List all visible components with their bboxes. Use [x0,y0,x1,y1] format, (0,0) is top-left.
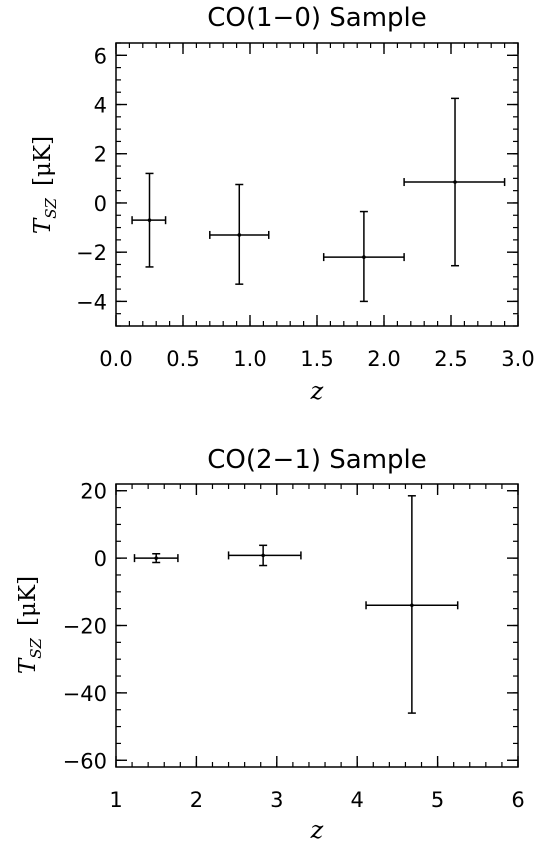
x-tick-label: 6 [511,788,524,812]
y-tick-label: −20 [63,615,107,639]
y-tick-label: 0 [94,547,107,571]
x-tick-label: 5 [431,788,444,812]
x-tick-labels: 1 2 3 4 5 6 [109,788,524,812]
chart-title: CO(1−0) Sample [207,3,427,33]
plot-frame [115,483,519,768]
point-marker [362,255,366,259]
x-axis-label: z [310,816,324,844]
x-tick-label: 1 [109,788,122,812]
x-tick-label: 0.5 [166,347,199,371]
data-point [365,495,459,714]
x-tick-labels: 0.0 0.5 1.0 1.5 2.0 2.5 3.0 [99,347,534,371]
x-tick-label: 1.0 [233,347,266,371]
y-tick-label: −2 [76,241,107,265]
data-points [133,495,459,714]
y-tick-label: −40 [63,682,107,706]
x-tick-label: 2.5 [434,347,467,371]
data-point [403,97,506,267]
data-points [131,97,506,303]
y-tick-labels: −60 −40 −20 0 20 [63,480,107,774]
plot-frame [115,42,519,327]
data-point [133,552,179,564]
point-marker [237,233,242,237]
x-tick-label: 3.0 [501,347,534,371]
point-marker [261,553,265,558]
y-axis-symbol: T [30,217,56,234]
y-axis-label: TSZ [μK] [30,136,60,234]
y-tick-label: −60 [63,749,107,773]
point-marker [147,218,152,222]
x-axis-label: z [310,377,324,405]
point-marker [453,180,457,184]
y-tick-label: 0 [94,192,107,216]
data-point [131,172,167,268]
data-point [322,210,405,303]
y-axis-unit: [μK] [30,136,56,186]
data-point [227,544,302,567]
data-point [209,183,270,285]
tick-marks [115,42,519,327]
point-marker [154,556,158,560]
x-tick-label: 0.0 [99,347,132,371]
y-axis-unit: [μK] [15,576,41,626]
point-marker [410,603,414,608]
x-tick-label: 3 [270,788,283,812]
chart-panel-co10: CO(1−0) Sample 0.0 0.5 1.0 1.5 2.0 2.5 3… [30,3,535,405]
x-tick-label: 2.0 [367,347,400,371]
x-tick-label: 4 [351,788,364,812]
y-tick-label: 4 [94,94,107,118]
y-axis-symbol: T [15,657,41,674]
tick-marks [115,484,519,767]
y-tick-labels: −4 −2 0 2 4 6 [76,44,107,314]
y-axis-subscript: SZ [42,197,60,218]
y-tick-label: 2 [94,143,107,167]
x-tick-label: 2 [190,788,203,812]
chart-panel-co21: CO(2−1) Sample 1 2 3 4 5 6 −60 −40 −20 0… [15,445,525,844]
y-axis-label: TSZ [μK] [15,576,45,674]
x-tick-label: 1.5 [300,347,333,371]
y-axis-subscript: SZ [27,637,45,658]
y-tick-label: −4 [76,290,107,314]
y-tick-label: 6 [94,44,107,68]
chart-title: CO(2−1) Sample [207,445,427,475]
y-tick-label: 20 [80,480,107,504]
